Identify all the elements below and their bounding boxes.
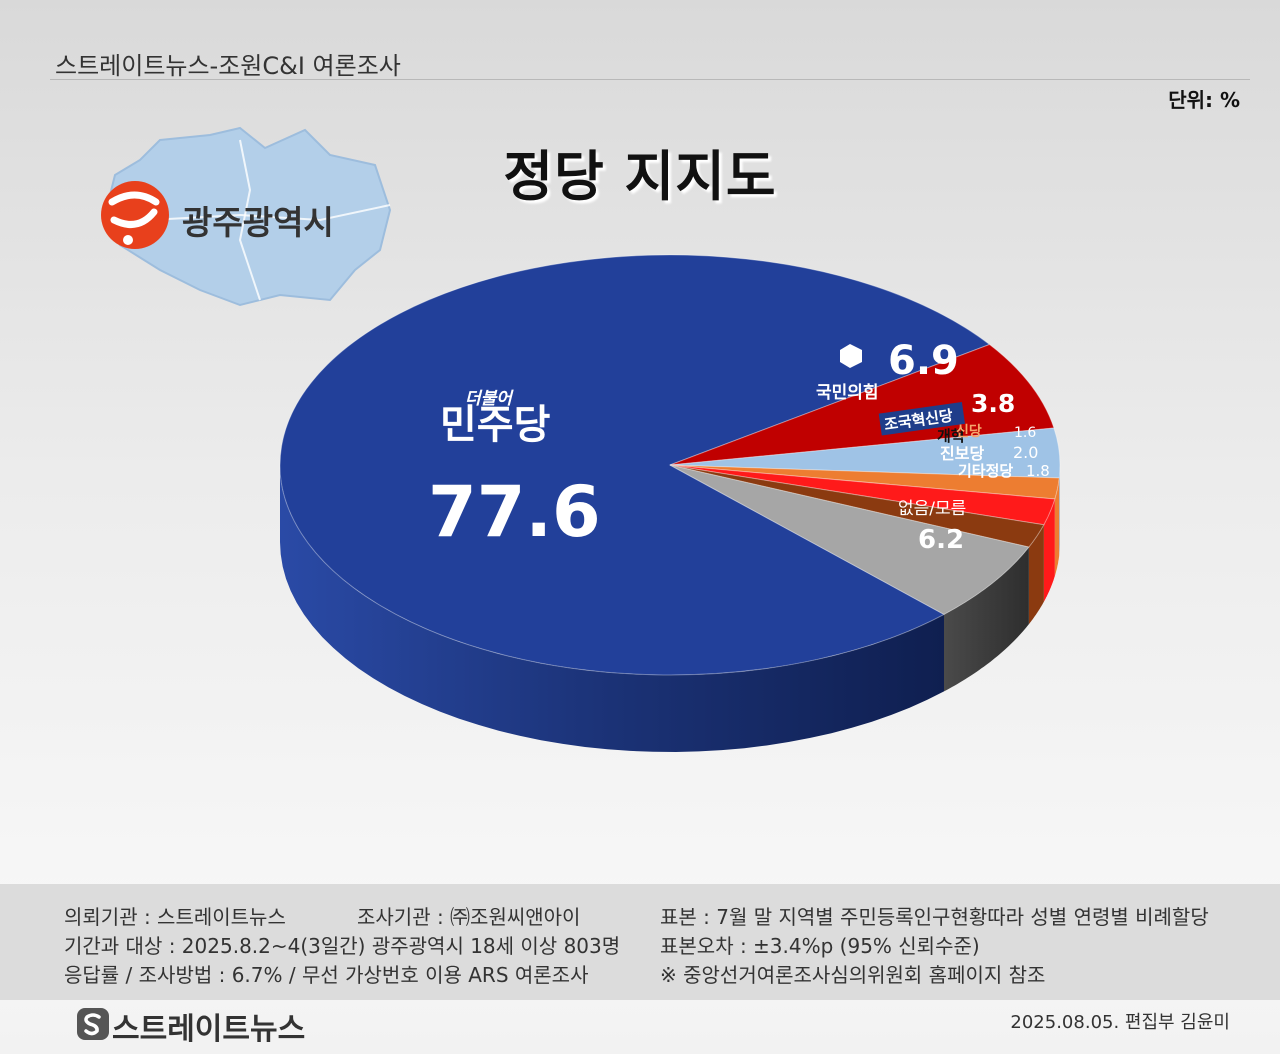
- label-minju-small: 더불어: [465, 389, 514, 409]
- label-minju-value: 77.6: [428, 471, 601, 553]
- slice-1: [669, 343, 1055, 466]
- slice-side-6: [944, 547, 1029, 692]
- label-other-value: 1.8: [1026, 462, 1050, 480]
- brand-name: 스트레이트뉴스: [112, 1012, 306, 1047]
- gwangju-emblem-icon: [101, 181, 169, 249]
- header-source: 스트레이트뉴스-조원C&I 여론조사: [55, 52, 401, 80]
- label-progressive-name: 진보당: [940, 444, 984, 463]
- slice-5: [669, 464, 1045, 548]
- rebuild-name-box: [878, 401, 965, 436]
- label-other-name: 기타정당: [958, 462, 1013, 480]
- label-progressive-value: 2.0: [1013, 443, 1038, 462]
- header-divider: [50, 79, 1250, 80]
- slice-side-4: [1043, 499, 1055, 602]
- label-rebuild-value: 3.8: [971, 389, 1015, 418]
- footer-period: 기간과 대상 : 2025.8.2~4(3일간) 광주광역시 18세 이상 80…: [64, 934, 621, 958]
- slice-3: [669, 464, 1060, 500]
- footer-note: ※ 중앙선거여론조사심의위원회 홈페이지 참조: [660, 963, 1046, 987]
- footer-error: 표본오차 : ±3.4%p (95% 신뢰수준): [660, 934, 980, 958]
- footer-agency: 조사기관 : ㈜조원씨앤아이: [357, 905, 581, 929]
- slice-side-2: [1059, 465, 1060, 555]
- footer-sample: 표본 : 7월 말 지역별 주민등록인구현황따라 성별 연령별 비례할당: [660, 905, 1209, 929]
- region-map-badge: [101, 126, 392, 307]
- label-ppp-value: 6.9: [888, 338, 959, 384]
- slice-6: [669, 464, 1030, 615]
- ppp-logo-icon: [840, 344, 862, 368]
- slice-side-5: [1028, 524, 1044, 625]
- label-reform-name-b: 신당: [956, 423, 982, 440]
- unit-label: 단위: %: [1168, 88, 1240, 112]
- label-none-value: 6.2: [918, 525, 964, 555]
- label-reform-value: 1.6: [1014, 425, 1036, 441]
- chart-title: 정당 지지도: [503, 145, 777, 208]
- footer-method: 응답률 / 조사방법 : 6.7% / 무선 가상번호 이용 ARS 여론조사: [64, 963, 589, 987]
- footer-client: 의뢰기관 : 스트레이트뉴스: [64, 905, 286, 929]
- label-reform-name-a: 개혁: [937, 427, 965, 445]
- credit-line: 2025.08.05. 편집부 김윤미: [1010, 1012, 1230, 1033]
- region-name: 광주광역시: [182, 203, 334, 242]
- slice-side-0: [280, 465, 944, 752]
- slice-2: [669, 427, 1061, 479]
- label-ppp-name: 국민의힘: [816, 382, 879, 403]
- label-minju-name: 민주당: [440, 402, 551, 448]
- survey-info-footer: 의뢰기관 : 스트레이트뉴스 조사기관 : ㈜조원씨앤아이 표본 : 7월 말 …: [0, 884, 1280, 1000]
- slice-side-3: [1054, 478, 1060, 576]
- slice-4: [669, 464, 1056, 526]
- slice-0: [279, 254, 991, 676]
- pie-chart: 더불어 민주당 77.6 6.9 국민의힘 조국혁신당 3.8 개혁 신당 1.…: [279, 254, 1061, 752]
- label-none-name: 없음/모름: [898, 499, 966, 519]
- brand-logo-icon: [77, 1008, 109, 1040]
